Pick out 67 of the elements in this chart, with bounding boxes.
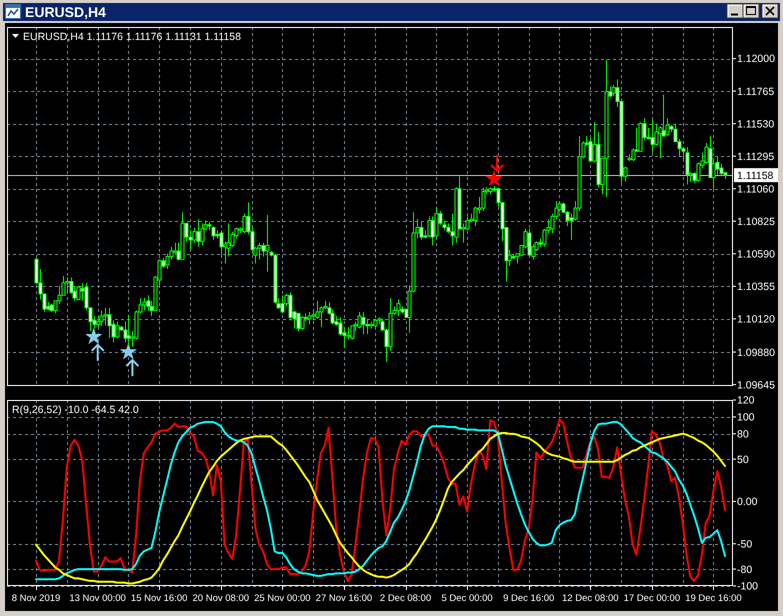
candlestick (116, 321, 120, 339)
candlestick (262, 242, 266, 258)
y-tick-label: 1.10355 (737, 280, 776, 293)
chart-title: R(9,26,52) -10.0 -64.5 42.0 (12, 404, 139, 416)
ref-line-label: 1.11158 (737, 170, 774, 182)
candlestick (296, 312, 300, 332)
x-tick-label: 27 Nov 16:00 (316, 593, 372, 604)
y-tick-label: 1.10825 (737, 216, 776, 228)
point (120, 343, 137, 360)
y-tick-label: 0.00 (737, 496, 758, 508)
candlestick (308, 311, 312, 325)
point (85, 328, 102, 344)
x-tick-label: 13 Nov 00:00 (69, 593, 126, 604)
candlestick (528, 228, 532, 258)
y-tick-label: 1.12000 (737, 53, 776, 66)
candlestick (650, 118, 654, 154)
candlestick (142, 298, 146, 312)
y-tick-label: 1.11060 (737, 183, 774, 196)
candlestick (280, 294, 284, 314)
y-tick-label: 80 (737, 428, 749, 440)
point (486, 170, 502, 186)
candlestick (362, 311, 366, 335)
x-tick-label: 12 Dec 08:00 (562, 593, 619, 604)
x-tick-label: 25 Nov 00:00 (254, 593, 311, 604)
candlestick (100, 310, 104, 326)
y-tick-label: -50 (737, 538, 752, 550)
candlestick (482, 186, 486, 212)
candlestick (242, 213, 246, 234)
y-tick-label: -80 (737, 564, 752, 576)
x-tick-label: 19 Dec 16:00 (685, 593, 742, 604)
candlestick (76, 285, 80, 300)
x-tick-label: 20 Nov 08:00 (192, 593, 250, 604)
y-tick-label: -100 (737, 580, 758, 593)
candlestick (104, 307, 108, 326)
x-tick-label: 15 Nov 16:00 (130, 593, 188, 604)
y-tick-label: 1.09880 (737, 346, 776, 359)
x-tick-label: 8 Nov 2019 (12, 593, 60, 604)
y-tick-label: 1.10590 (737, 248, 776, 260)
candlestick (350, 325, 354, 340)
candlestick (196, 218, 200, 248)
candlestick (126, 314, 130, 348)
y-tick-label: 1.11530 (737, 118, 774, 130)
candlestick (258, 242, 262, 260)
y-tick-label: 1.10120 (737, 314, 776, 326)
chart-subtitle: EURUSD,H4 1.11176 1.11176 1.11131 1.11158 (23, 31, 242, 43)
candlestick (212, 226, 216, 240)
candlestick (266, 214, 270, 272)
y-tick-label: 1.09645 (737, 379, 776, 392)
x-tick-label: 9 Dec 16:00 (503, 593, 554, 604)
candlestick (420, 221, 424, 240)
candlestick (686, 146, 690, 186)
candlestick (108, 307, 112, 339)
candlestick (396, 298, 400, 317)
chart-title: EURUSD,H4 (25, 4, 106, 20)
y-tick-label: 50 (737, 454, 749, 466)
x-tick-label: 2 Dec 08:00 (380, 593, 432, 604)
y-tick-label: 1.11295 (737, 150, 774, 163)
y-tick-label: 100 (737, 412, 755, 424)
y-tick-label: 1.11765 (737, 86, 774, 98)
y-tick-label: 120 (737, 394, 755, 407)
x-tick-label: 5 Dec 00:00 (441, 593, 493, 604)
candlestick (66, 276, 70, 294)
candlestick (632, 148, 636, 162)
candlestick (300, 316, 304, 330)
candlestick (200, 222, 204, 246)
candlestick (312, 308, 316, 321)
x-tick-label: 17 Dec 00:00 (624, 593, 680, 604)
